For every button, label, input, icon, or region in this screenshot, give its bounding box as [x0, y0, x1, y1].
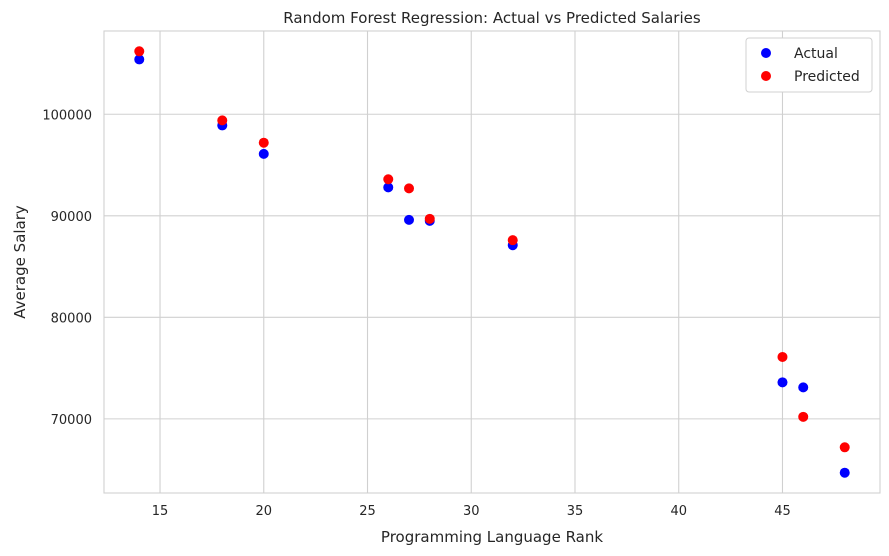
- point-predicted: [424, 213, 435, 224]
- legend-box: [745, 37, 873, 93]
- point-predicted: [777, 351, 788, 362]
- point-predicted: [383, 174, 394, 185]
- plot-frame: [103, 30, 881, 494]
- point-actual: [839, 467, 850, 478]
- legend: Actual Predicted: [745, 37, 873, 93]
- chart-title: Random Forest Regression: Actual vs Pred…: [283, 9, 701, 27]
- x-axis-label: Programming Language Rank: [381, 528, 603, 546]
- grid: [104, 31, 880, 493]
- x-tick-label: 45: [774, 504, 791, 519]
- x-tick-label: 30: [463, 504, 480, 519]
- x-tick-label: 15: [152, 504, 169, 519]
- x-tick-label: 20: [255, 504, 272, 519]
- point-actual: [798, 382, 809, 393]
- point-predicted: [507, 235, 518, 246]
- point-actual: [258, 148, 269, 159]
- point-predicted: [839, 442, 850, 453]
- x-tick-label: 35: [567, 504, 584, 519]
- legend-label-actual: Actual: [794, 46, 838, 62]
- legend-marker-actual: [761, 48, 771, 58]
- legend-marker-predicted: [761, 71, 771, 81]
- y-axis-ticks: 70000 80000 90000 100000: [42, 108, 92, 428]
- point-actual: [777, 377, 788, 388]
- point-actual: [383, 182, 394, 193]
- y-axis-label: Average Salary: [11, 205, 29, 319]
- point-predicted: [217, 115, 228, 126]
- y-tick-label: 90000: [51, 210, 92, 225]
- x-tick-label: 40: [670, 504, 687, 519]
- point-predicted: [134, 46, 145, 57]
- point-predicted: [798, 411, 809, 422]
- point-actual: [134, 54, 145, 65]
- y-tick-label: 100000: [42, 108, 92, 123]
- point-predicted: [404, 183, 415, 194]
- point-actual: [404, 214, 415, 225]
- point-predicted: [258, 137, 269, 148]
- x-tick-label: 25: [359, 504, 376, 519]
- y-tick-label: 80000: [51, 311, 92, 326]
- x-axis-ticks: 15 20 25 30 35 40 45: [152, 504, 791, 519]
- data-points: [134, 46, 850, 478]
- legend-label-predicted: Predicted: [794, 69, 860, 85]
- y-tick-label: 70000: [51, 413, 92, 428]
